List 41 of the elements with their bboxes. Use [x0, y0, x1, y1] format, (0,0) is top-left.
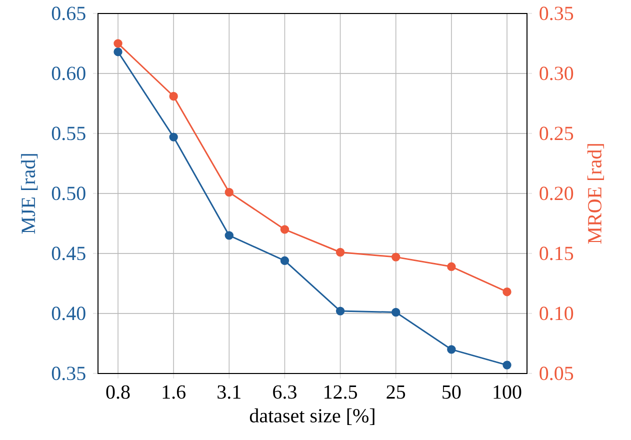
point — [114, 38, 122, 48]
y-tick-label: 0.50 — [52, 186, 86, 200]
y2-tick-label: 0.35 — [540, 6, 574, 20]
point — [224, 188, 234, 196]
x-tick-label: 1.6 — [162, 385, 186, 399]
x-tick-label: 3.1 — [218, 385, 240, 399]
y2-tick-label: 0.30 — [540, 66, 574, 80]
x-tick-label: 50 — [442, 385, 461, 399]
point — [336, 248, 345, 256]
point — [392, 252, 400, 262]
x-tick-label: 25 — [386, 385, 406, 399]
x-axis-title: dataset size [%] — [250, 408, 374, 425]
y-tick-label: 0.55 — [52, 126, 86, 140]
x-tick-label: 12.5 — [324, 385, 358, 399]
point — [280, 224, 290, 234]
y-tick-label: 0.60 — [52, 66, 86, 80]
x-tick-label: 6.3 — [273, 385, 296, 399]
y-tick-label: 0.65 — [52, 6, 86, 20]
y-axis-title: MJE [rad] — [21, 154, 38, 234]
x-tick-label: 100 — [494, 385, 522, 399]
point — [336, 306, 345, 316]
x-tick-label: 0.8 — [106, 385, 130, 399]
point — [169, 92, 178, 100]
y2-tick-label: 0.15 — [540, 246, 574, 260]
y2-tick-label: 0.25 — [540, 126, 574, 140]
y2-tick-label: 0.05 — [540, 366, 574, 380]
y2-axis-title: MROE [rad] — [587, 144, 604, 244]
point — [447, 262, 456, 271]
y-tick-label: 0.35 — [52, 366, 86, 380]
point — [392, 308, 400, 316]
y-tick-label: 0.40 — [52, 306, 86, 320]
y-tick-label: 0.45 — [52, 246, 86, 260]
y2-tick-label: 0.10 — [540, 306, 574, 320]
point — [224, 230, 234, 240]
point — [280, 256, 290, 265]
point — [502, 287, 512, 296]
point — [447, 344, 456, 354]
point — [169, 132, 178, 142]
y2-tick-label: 0.20 — [540, 186, 574, 200]
point — [114, 47, 122, 56]
point — [502, 360, 512, 370]
